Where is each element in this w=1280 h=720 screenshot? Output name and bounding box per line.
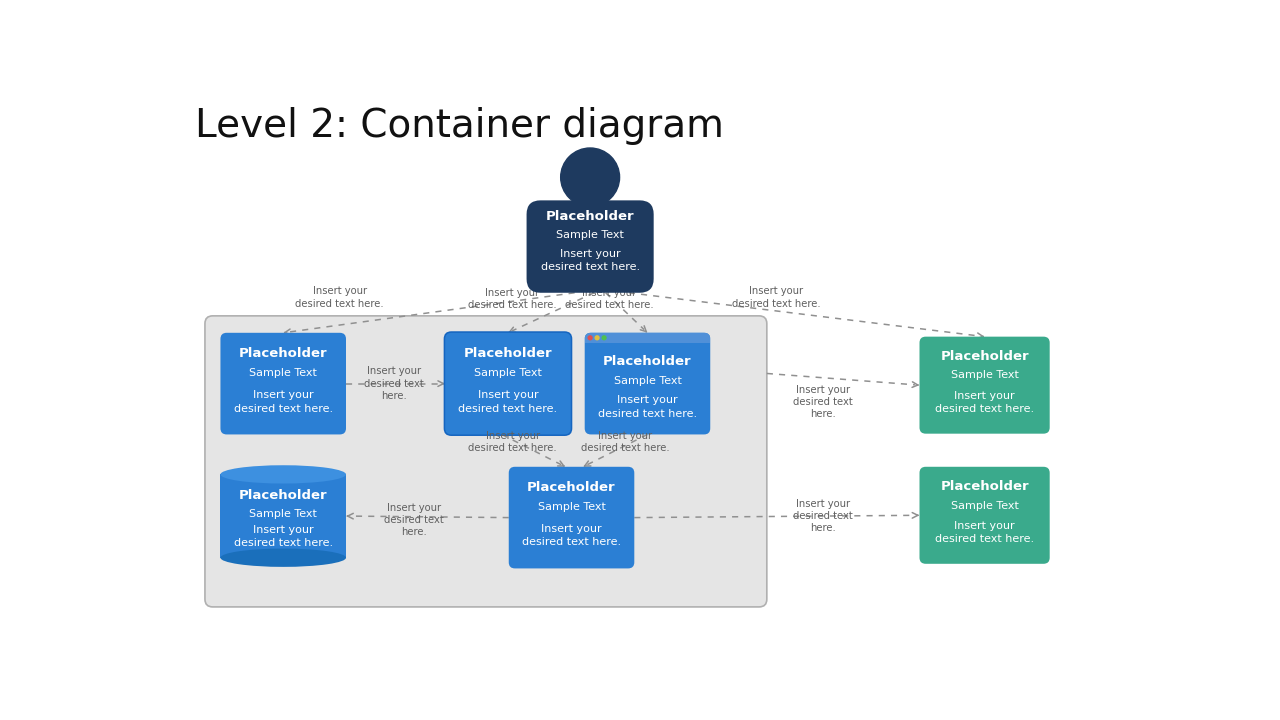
FancyBboxPatch shape [445, 333, 571, 434]
Text: Insert your
desired text
here.: Insert your desired text here. [792, 499, 852, 534]
Text: Insert your
desired text
here.: Insert your desired text here. [384, 503, 444, 537]
Circle shape [602, 336, 605, 340]
Text: Placeholder: Placeholder [527, 481, 616, 494]
Text: Insert your
desired text here.: Insert your desired text here. [540, 249, 640, 272]
FancyBboxPatch shape [919, 337, 1050, 433]
Text: Placeholder: Placeholder [239, 489, 328, 503]
Text: Insert your
desired text here.: Insert your desired text here. [458, 390, 558, 413]
Text: Placeholder: Placeholder [239, 346, 328, 359]
Text: Insert your
desired text here.: Insert your desired text here. [234, 390, 333, 413]
Text: Insert your
desired text here.: Insert your desired text here. [296, 286, 384, 309]
Text: Sample Text: Sample Text [250, 509, 317, 519]
Text: Insert your
desired text here.: Insert your desired text here. [234, 525, 333, 548]
FancyBboxPatch shape [585, 333, 710, 343]
Bar [585, 338, 710, 343]
FancyBboxPatch shape [508, 467, 635, 568]
Text: Insert your
desired text here.: Insert your desired text here. [467, 288, 557, 310]
Text: Placeholder: Placeholder [941, 480, 1029, 492]
Text: Insert your
desired text here.: Insert your desired text here. [732, 286, 820, 309]
Ellipse shape [220, 549, 346, 567]
Bar [220, 474, 346, 558]
FancyBboxPatch shape [526, 200, 654, 293]
Text: Placeholder: Placeholder [463, 346, 552, 359]
FancyBboxPatch shape [919, 467, 1050, 564]
Text: Sample Text: Sample Text [951, 500, 1019, 510]
Text: Sample Text: Sample Text [538, 503, 605, 513]
Circle shape [589, 336, 593, 340]
Text: Sample Text: Sample Text [557, 230, 625, 240]
Text: Insert your
desired text here.: Insert your desired text here. [934, 391, 1034, 414]
Text: Level 2: Container diagram: Level 2: Container diagram [195, 107, 723, 145]
Text: Sample Text: Sample Text [951, 371, 1019, 380]
Text: Sample Text: Sample Text [250, 369, 317, 379]
Text: Insert your
desired text here.: Insert your desired text here. [581, 431, 669, 454]
Text: Insert your
desired text here.: Insert your desired text here. [566, 288, 654, 310]
Text: Insert your
desired text
here.: Insert your desired text here. [365, 366, 424, 401]
Ellipse shape [220, 465, 346, 484]
FancyBboxPatch shape [444, 331, 572, 436]
Circle shape [561, 148, 620, 207]
Text: Insert your
desired text here.: Insert your desired text here. [934, 521, 1034, 544]
Text: Placeholder: Placeholder [941, 349, 1029, 363]
FancyBboxPatch shape [220, 333, 346, 434]
FancyBboxPatch shape [205, 316, 767, 607]
Text: Insert your
desired text here.: Insert your desired text here. [522, 524, 621, 547]
FancyBboxPatch shape [585, 333, 710, 434]
Text: Placeholder: Placeholder [545, 210, 635, 223]
Text: Sample Text: Sample Text [613, 377, 681, 387]
Text: Sample Text: Sample Text [474, 369, 541, 379]
Text: Insert your
desired text here.: Insert your desired text here. [598, 395, 698, 418]
Text: Insert your
desired text here.: Insert your desired text here. [468, 431, 557, 454]
Circle shape [595, 336, 599, 340]
Text: Placeholder: Placeholder [603, 355, 691, 368]
Text: Insert your
desired text
here.: Insert your desired text here. [792, 384, 852, 420]
